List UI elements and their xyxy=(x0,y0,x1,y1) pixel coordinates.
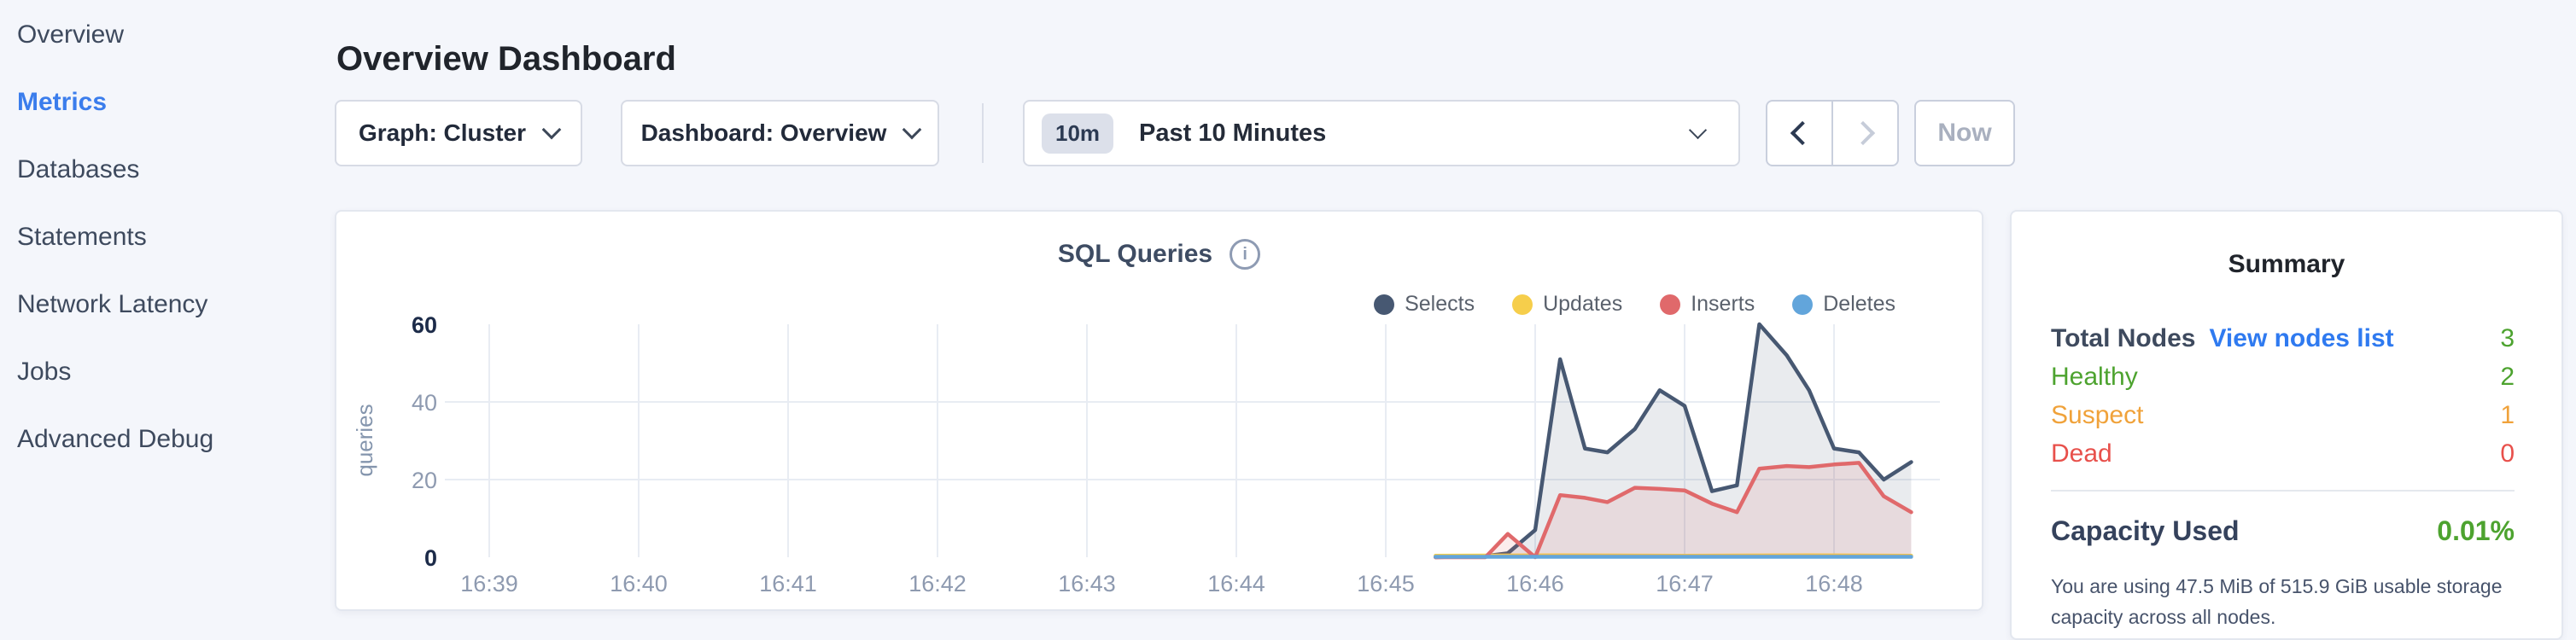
graph-dropdown[interactable]: Graph: Cluster xyxy=(335,100,582,166)
legend-dot-updates xyxy=(1512,294,1533,315)
x-axis-tick-label: 16:44 xyxy=(1207,571,1265,596)
page: { "colors": { "sidebar_active_blue": "#3… xyxy=(0,0,2576,623)
series-area-selects xyxy=(1435,324,1912,557)
summary-rows: Total Nodes View nodes list 3 Healthy 2 Suspe… xyxy=(2051,324,2515,468)
time-range-label: Past 10 Minutes xyxy=(1139,119,1327,147)
capacity-row: Capacity Used 0.01% xyxy=(2051,515,2515,547)
view-nodes-list-link[interactable]: View nodes list xyxy=(2209,324,2394,352)
time-range-picker[interactable]: 10m Past 10 Minutes xyxy=(1023,100,1740,166)
chart-legend: Selects Updates Inserts Deletes xyxy=(1374,292,1895,317)
x-axis-tick-label: 16:48 xyxy=(1805,571,1863,596)
legend-label: Updates xyxy=(1543,292,1623,316)
prev-time-button[interactable] xyxy=(1767,102,1833,165)
series-line-selects xyxy=(1434,322,1913,560)
y-axis-tick-label: 60 xyxy=(412,312,437,338)
y-axis-tick-label: 0 xyxy=(424,545,437,571)
info-icon[interactable] xyxy=(1230,239,1261,270)
x-axis-tick-label: 16:39 xyxy=(460,571,518,596)
summary-divider xyxy=(2051,490,2515,492)
dashboard-dropdown-label: Dashboard: Overview xyxy=(640,119,887,146)
legend-dot-deletes xyxy=(1792,294,1814,315)
capacity-label: Capacity Used xyxy=(2051,515,2240,546)
x-axis-tick-label: 16:47 xyxy=(1656,571,1714,596)
x-axis-tick-label: 16:40 xyxy=(610,571,668,596)
legend-label: Inserts xyxy=(1691,292,1755,316)
legend-dot-selects xyxy=(1374,294,1395,315)
chevron-left-icon xyxy=(1790,120,1814,146)
summary-row-label: Total Nodes xyxy=(2051,324,2196,352)
chart-plot: 0 20 40 60 16:39 16:40 16:41 16:42 16:43 16:44 16:… xyxy=(352,312,1940,596)
legend-item-selects[interactable]: Selects xyxy=(1374,292,1475,317)
page-title: Overview Dashboard xyxy=(336,39,676,78)
dashboard-dropdown[interactable]: Dashboard: Overview xyxy=(621,100,939,166)
y-axis-title: queries xyxy=(352,404,377,476)
summary-row-healthy: Healthy 2 xyxy=(2051,363,2515,392)
chevron-down-icon xyxy=(541,119,562,140)
graph-dropdown-label: Graph: Cluster xyxy=(358,119,527,146)
legend-item-updates[interactable]: Updates xyxy=(1512,292,1622,317)
summary-title: Summary xyxy=(2228,250,2345,278)
capacity-value: 0.01% xyxy=(2437,515,2515,546)
summary-row-suspect: Suspect 1 xyxy=(2051,401,2515,430)
legend-label: Selects xyxy=(1405,292,1475,316)
summary-row-label: Healthy xyxy=(2051,363,2138,391)
x-axis-tick-label: 16:41 xyxy=(759,571,817,596)
x-axis-tick-label: 16:43 xyxy=(1058,571,1116,596)
summary-row-value: 3 xyxy=(2500,324,2515,352)
now-button-label: Now xyxy=(1937,119,1992,147)
summary-row-value: 1 xyxy=(2500,401,2515,429)
summary-row-label: Dead xyxy=(2051,439,2112,468)
summary-row-label: Suspect xyxy=(2051,401,2144,429)
time-step-buttons xyxy=(1766,100,1899,166)
sql-queries-chart-card: SQL Queries Selects Updates Inserts Deletes… xyxy=(335,210,1983,611)
sidebar-item-statements[interactable]: Statements xyxy=(17,223,147,251)
legend-label: Deletes xyxy=(1823,292,1895,316)
toolbar-divider xyxy=(982,103,984,163)
now-button[interactable]: Now xyxy=(1914,100,2015,166)
time-range-badge: 10m xyxy=(1042,113,1114,154)
sidebar-item-advanced-debug[interactable]: Advanced Debug xyxy=(17,425,214,453)
sidebar-item-network-latency[interactable]: Network Latency xyxy=(17,290,208,318)
legend-dot-inserts xyxy=(1660,294,1681,315)
capacity-note: You are using 47.5 MiB of 515.9 GiB usab… xyxy=(2051,575,2503,628)
y-axis-tick-label: 20 xyxy=(412,468,437,493)
chevron-down-icon xyxy=(1688,120,1708,139)
sidebar-item-overview[interactable]: Overview xyxy=(17,20,125,49)
legend-item-inserts[interactable]: Inserts xyxy=(1660,292,1755,317)
sidebar-item-jobs[interactable]: Jobs xyxy=(17,358,72,386)
chart-title: SQL Queries xyxy=(1057,240,1213,268)
x-axis-tick-label: 16:45 xyxy=(1357,571,1415,596)
chevron-down-icon xyxy=(902,119,922,140)
summary-row-value: 0 xyxy=(2500,439,2515,468)
sidebar-item-databases[interactable]: Databases xyxy=(17,155,140,183)
x-axis-tick-label: 16:46 xyxy=(1506,571,1564,596)
legend-item-deletes[interactable]: Deletes xyxy=(1792,292,1895,317)
chevron-right-icon xyxy=(1850,120,1875,146)
summary-panel: Summary Total Nodes View nodes list 3 Healt… xyxy=(2010,210,2563,640)
sidebar-item-metrics[interactable]: Metrics xyxy=(17,88,108,116)
series-area-inserts xyxy=(1435,463,1912,557)
x-axis-tick-label: 16:42 xyxy=(908,571,967,596)
chart-title-row: SQL Queries xyxy=(336,239,1982,270)
summary-row-value: 2 xyxy=(2500,363,2515,391)
sidebar: Overview Metrics Databases Statements Networ… xyxy=(17,20,213,455)
y-axis-tick-label: 40 xyxy=(412,390,437,416)
next-time-button[interactable] xyxy=(1833,102,1897,165)
summary-row-total-nodes: Total Nodes View nodes list 3 xyxy=(2051,324,2515,353)
summary-row-dead: Dead 0 xyxy=(2051,439,2515,468)
